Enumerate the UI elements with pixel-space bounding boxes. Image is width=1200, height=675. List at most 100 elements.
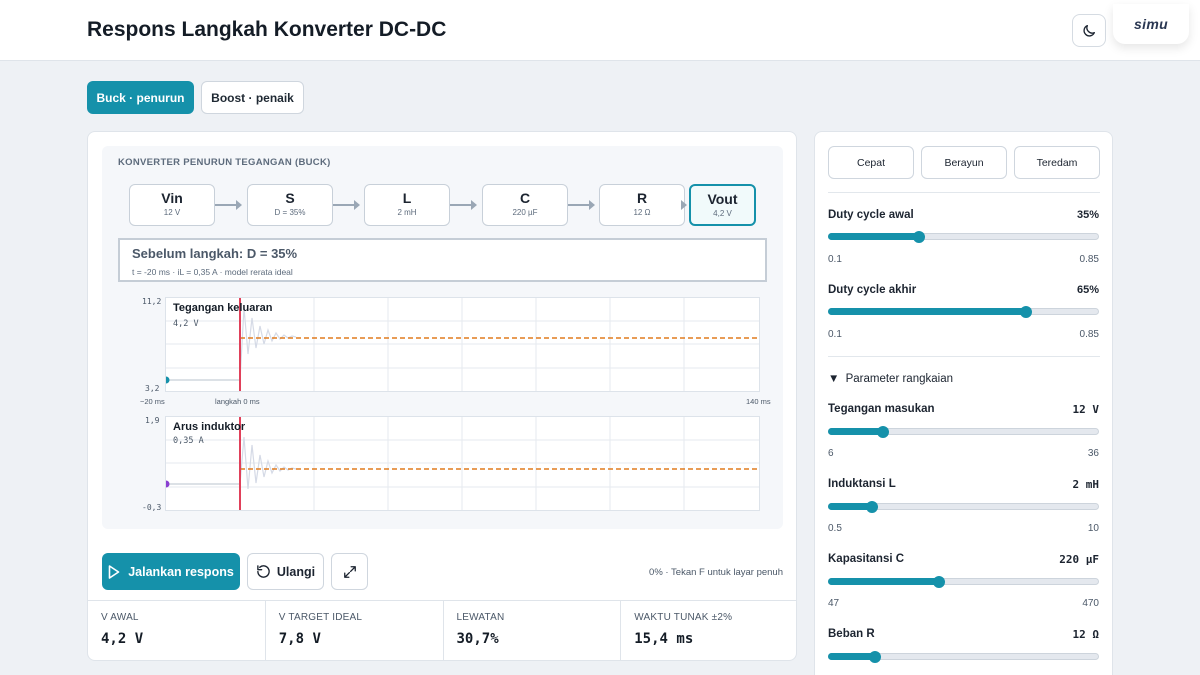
block-name: S bbox=[285, 190, 295, 206]
slider-value: 12 V bbox=[1072, 403, 1100, 416]
block-resistor: R 12 Ω bbox=[599, 184, 685, 226]
flow-arrow bbox=[450, 200, 477, 210]
duty-start-slider[interactable] bbox=[828, 231, 1099, 243]
stat-label: V TARGET IDEAL bbox=[278, 612, 363, 623]
current-plot-canvas bbox=[166, 417, 759, 510]
voltage-current-point bbox=[166, 376, 170, 384]
slider-fill bbox=[828, 308, 1026, 315]
block-name: L bbox=[402, 190, 412, 206]
stat-value: 15,4 ms bbox=[634, 631, 694, 647]
voltage-plot: Tegangan keluaran 4,2 V bbox=[165, 297, 760, 392]
x-tick-end: 140 ms bbox=[746, 397, 771, 406]
stats-bar: V AWAL 4,2 V V TARGET IDEAL 7,8 V LEWATA… bbox=[88, 600, 796, 660]
slider-max: 470 bbox=[1082, 598, 1099, 609]
slider-max: 36 bbox=[1087, 448, 1099, 459]
divider bbox=[828, 192, 1100, 193]
block-value: 2 mH bbox=[397, 208, 417, 217]
moon-icon bbox=[1083, 24, 1095, 37]
block-name: R bbox=[636, 190, 648, 206]
block-name: C bbox=[519, 190, 531, 206]
stat-value: 4,2 V bbox=[101, 631, 144, 647]
flow-arrow bbox=[215, 200, 242, 210]
slider-min: 0.1 bbox=[828, 329, 842, 340]
block-name: Vout bbox=[707, 191, 738, 207]
progress-hint: 0% · Tekan F untuk layar penuh bbox=[649, 567, 783, 578]
reset-button[interactable]: Ulangi bbox=[247, 553, 324, 590]
slider-thumb[interactable] bbox=[912, 231, 925, 243]
slider-value: 35% bbox=[1076, 209, 1099, 221]
stat-overshoot: LEWATAN 30,7% bbox=[444, 601, 622, 660]
stat-settling-time: WAKTU TUNAK ±2% 15,4 ms bbox=[621, 601, 796, 660]
brand-logo[interactable]: simu bbox=[1113, 4, 1189, 44]
reset-button-label: Ulangi bbox=[276, 564, 316, 579]
tab-buck[interactable]: Buck · penurun bbox=[87, 81, 194, 114]
status-box: Sebelum langkah: D = 35% t = -20 ms · iL… bbox=[118, 238, 767, 282]
preset-fast-button[interactable]: Cepat bbox=[828, 146, 914, 179]
voltage-ymin: 3,2 bbox=[145, 384, 160, 393]
slider-value: 12 Ω bbox=[1072, 628, 1100, 641]
circuit-params-toggle[interactable]: ▼ Parameter rangkaian bbox=[828, 373, 953, 385]
stat-value: 7,8 V bbox=[278, 631, 321, 647]
theme-toggle-button[interactable] bbox=[1072, 14, 1106, 47]
slider-value: 220 µF bbox=[1059, 553, 1099, 566]
block-capacitor: C 220 µF bbox=[482, 184, 568, 226]
slider-thumb[interactable] bbox=[1020, 306, 1033, 318]
slider-value: 65% bbox=[1076, 284, 1099, 296]
inductance-slider[interactable] bbox=[828, 501, 1099, 513]
block-value: 4,2 V bbox=[713, 209, 732, 218]
voltage-plot-canvas bbox=[166, 298, 759, 391]
parameter-panel: Cepat Berayun Teredam Duty cycle awal 35… bbox=[814, 131, 1113, 675]
flow-arrow bbox=[568, 200, 595, 210]
current-current-point bbox=[166, 480, 170, 488]
slider-label: Duty cycle akhir bbox=[828, 284, 917, 296]
stat-value: 30,7% bbox=[456, 631, 499, 647]
circuit-params-label: Parameter rangkaian bbox=[845, 373, 953, 385]
logo-text: simu bbox=[1134, 16, 1168, 32]
stat-label: V AWAL bbox=[101, 612, 139, 623]
page-title: Respons Langkah Konverter DC-DC bbox=[87, 18, 447, 41]
voltage-plot-value: 4,2 V bbox=[173, 319, 199, 329]
load-slider[interactable] bbox=[828, 651, 1099, 663]
current-grid bbox=[166, 417, 759, 510]
slider-label: Kapasitansi C bbox=[828, 553, 905, 565]
block-value: 220 µF bbox=[512, 208, 538, 217]
flow-arrow bbox=[333, 200, 360, 210]
current-plot-label: Arus induktor bbox=[173, 421, 246, 433]
slider-label: Duty cycle awal bbox=[828, 209, 914, 221]
slider-fill bbox=[828, 503, 871, 510]
simulation-area: KONVERTER PENURUN TEGANGAN (BUCK) Vin 12… bbox=[102, 146, 783, 529]
stat-target-voltage: V TARGET IDEAL 7,8 V bbox=[266, 601, 444, 660]
block-value: D = 35% bbox=[274, 208, 306, 217]
status-headline: Sebelum langkah: D = 35% bbox=[132, 246, 298, 261]
stat-label: WAKTU TUNAK ±2% bbox=[634, 612, 733, 623]
voltage-plot-label: Tegangan keluaran bbox=[173, 302, 273, 314]
block-switch: S D = 35% bbox=[247, 184, 333, 226]
slider-fill bbox=[828, 578, 939, 585]
capacitance-slider[interactable] bbox=[828, 576, 1099, 588]
preset-oscillating-button[interactable]: Berayun bbox=[921, 146, 1007, 179]
slider-min: 47 bbox=[828, 598, 840, 609]
slider-label: Beban R bbox=[828, 628, 875, 640]
slider-fill bbox=[828, 653, 874, 660]
block-name: Vin bbox=[161, 190, 183, 206]
expand-icon bbox=[343, 565, 356, 578]
x-tick-start: −20 ms bbox=[140, 397, 165, 406]
stat-label: LEWATAN bbox=[456, 612, 505, 623]
slider-min: 0.5 bbox=[828, 523, 842, 534]
fullscreen-button[interactable] bbox=[331, 553, 368, 590]
preset-damped-button[interactable]: Teredam bbox=[1014, 146, 1100, 179]
input-voltage-slider[interactable] bbox=[828, 426, 1099, 438]
slider-min: 0.1 bbox=[828, 254, 842, 265]
slider-thumb[interactable] bbox=[865, 501, 878, 513]
slider-thumb[interactable] bbox=[933, 576, 946, 588]
tab-boost[interactable]: Boost · penaik bbox=[201, 81, 304, 114]
run-button[interactable]: Jalankan respons bbox=[102, 553, 240, 590]
duty-end-slider[interactable] bbox=[828, 306, 1099, 318]
top-bar: Respons Langkah Konverter DC-DC simu bbox=[0, 0, 1200, 61]
slider-thumb[interactable] bbox=[876, 426, 889, 438]
block-inductor: L 2 mH bbox=[364, 184, 450, 226]
slider-fill bbox=[828, 233, 918, 240]
simulation-card: KONVERTER PENURUN TEGANGAN (BUCK) Vin 12… bbox=[87, 131, 797, 661]
slider-thumb[interactable] bbox=[868, 651, 881, 663]
current-ymin: -0,3 bbox=[142, 503, 162, 512]
